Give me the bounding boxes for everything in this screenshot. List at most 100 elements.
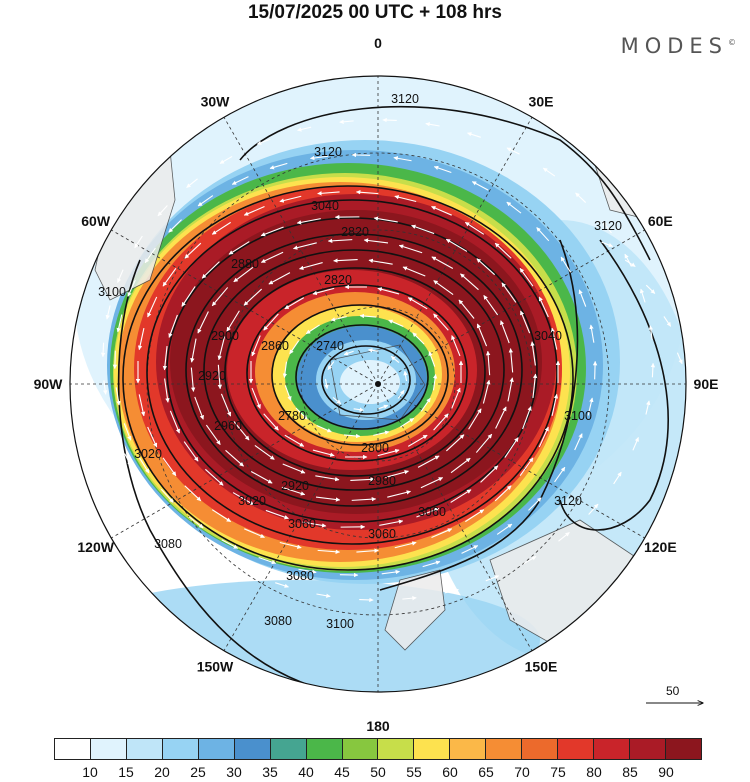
wind-arrow [244,528,265,538]
contour-3060 [122,185,574,571]
wind-arrow [475,433,493,453]
wind-arrow [225,449,244,467]
wind-arrow [355,190,379,195]
colorbar-box [450,739,487,759]
wind-arrow [663,316,672,327]
wind-arrow [183,441,199,462]
wind-arrow [500,320,510,344]
wind-arrow [211,221,231,235]
contour-label: 2980 [368,474,396,488]
wind-arrow [508,348,514,373]
wind-arrow [494,242,512,259]
wind-arrow [385,470,409,478]
wind-arrow [387,490,411,498]
wind-arrow [461,545,479,554]
contour-label: 3060 [418,505,446,519]
wind-arrow [312,449,335,457]
wind-arrow [312,287,335,296]
colorbar-box [90,739,127,759]
contour-label: 3080 [264,614,292,628]
wind-arrow [468,408,482,430]
wind-arrow [217,364,223,390]
wind-arrow [551,393,559,416]
wind-arrow [506,147,520,155]
wind-arrow [205,424,221,445]
logo-text: MODES [620,34,728,58]
modes-logo: MODES© [621,34,736,58]
wind-arrow [575,192,587,203]
contour-label: 3100 [564,409,592,423]
wind-arrow [450,457,471,474]
wind-arrow [676,352,683,365]
wind-arrow [496,523,513,535]
contour-3100-east [379,239,579,591]
wind-arrow [431,206,452,216]
wind-arrow [353,407,364,412]
wind-arrow [485,350,491,376]
wind-arrow [233,421,250,441]
wind-arrow [420,397,431,412]
wind-arrow [124,453,132,467]
wind-arrow [168,314,178,338]
wind-arrow [522,406,532,430]
wind-arrow [588,503,599,515]
wind-arrow [297,126,312,132]
longitude-label: 30W [201,94,231,110]
inner-band-15 [340,360,400,404]
wind-arrow [416,507,440,518]
wind-arrow [400,417,415,428]
wind-arrow [220,393,232,417]
wind-arrow [422,560,441,568]
wind-arrow [137,328,145,351]
contour-label: 3060 [288,517,316,531]
wind-arrow [501,282,517,303]
wind-arrow [233,266,254,283]
colorbar-label: 10 [82,764,98,780]
wind-arrow [445,238,468,252]
colorbar-box [342,739,379,759]
wind-arrow [574,433,583,451]
wind-arrow [575,645,589,650]
wind-arrow [100,342,106,358]
wind-arrow [601,633,613,639]
wind-arrow [147,426,158,448]
wind-arrow [309,155,329,161]
wind-arrow [168,219,182,233]
colorbar-box [630,739,666,759]
wind-arrow [504,437,519,458]
colorbar-label: 50 [370,764,386,780]
wind-arrow [393,156,412,162]
wind-arrow [316,424,332,433]
wind-arrow [444,588,459,594]
colorbar-label: 75 [550,764,566,780]
wind-arrow [458,299,475,319]
wind-arrow [327,361,335,371]
contour-label: 2820 [324,273,352,287]
contour-3120-north [239,106,651,261]
wind-arrow [359,597,374,603]
wind-arrow [382,117,397,123]
wind-arrow [450,489,472,503]
wind-arrow [377,448,400,457]
colorbar-box [306,739,343,759]
contour-label: 3040 [311,199,339,213]
wind-arrow [639,288,646,303]
wind-arrow [471,181,489,191]
wind-arrow [232,492,255,506]
wind-arrow [520,310,531,334]
wind-arrow [592,360,598,380]
wind-arrow [296,218,321,225]
wind-arrow [265,509,289,520]
wind-arrow [431,528,453,538]
contour-2800 [271,304,449,446]
wind-arrow [494,485,512,502]
wind-arrow [676,516,683,528]
wind-arrow [394,195,417,203]
wind-arrow [482,379,491,404]
wind-arrow [157,205,168,217]
wind-arrow [451,387,461,409]
wind-arrow [282,361,288,378]
wind-arrow [211,509,232,523]
colorbar-box [665,739,701,759]
contour-label: 3020 [238,494,266,508]
